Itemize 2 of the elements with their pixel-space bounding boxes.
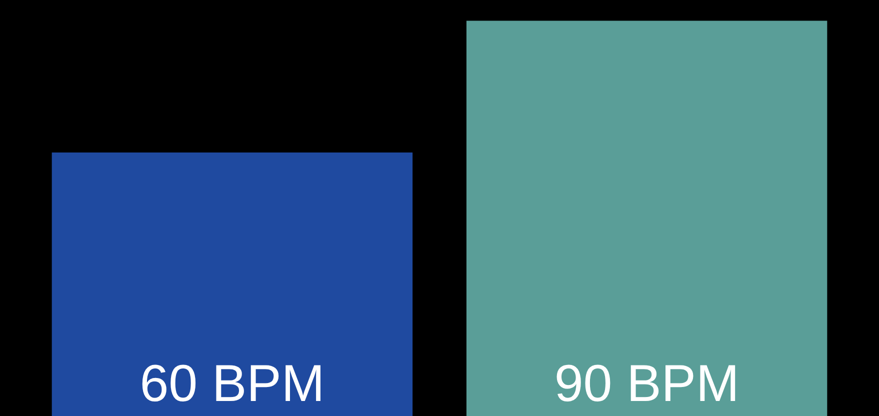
data-label: 90 BPM bbox=[554, 355, 740, 413]
data-label: 60 BPM bbox=[140, 355, 325, 413]
